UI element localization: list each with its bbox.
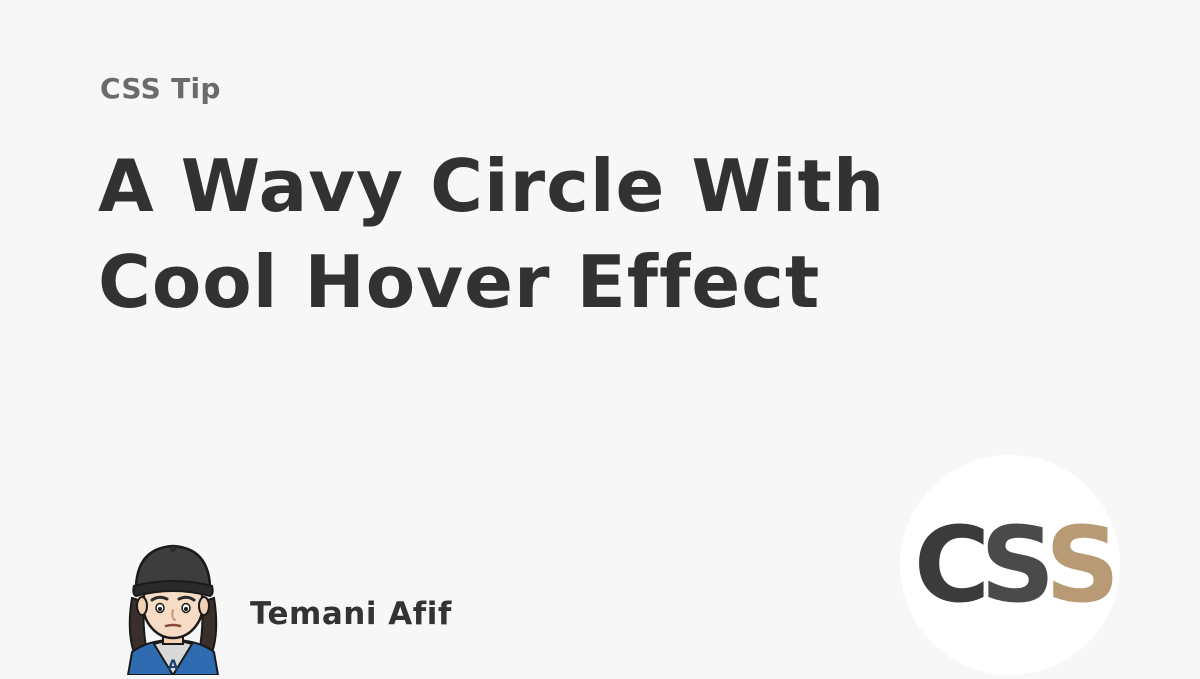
article-title: A Wavy Circle With Cool Hover Effect	[98, 138, 998, 330]
jersey-letter: A	[168, 658, 179, 674]
css-logo-badge: C S S	[900, 455, 1120, 675]
logo-letter-1: C	[913, 504, 990, 626]
title-line-2: Cool Hover Effect	[98, 240, 821, 324]
title-line-1: A Wavy Circle With	[98, 144, 886, 228]
logo-letter-2: S	[980, 504, 1055, 626]
category-label: CSS Tip	[100, 72, 221, 105]
logo-letter-3: S	[1045, 504, 1120, 626]
css-logo-icon: C S S	[900, 455, 1120, 675]
author-name: Temani Afif	[250, 596, 452, 632]
cartoon-avatar-icon: A	[126, 544, 220, 677]
author-avatar: A	[118, 540, 228, 677]
